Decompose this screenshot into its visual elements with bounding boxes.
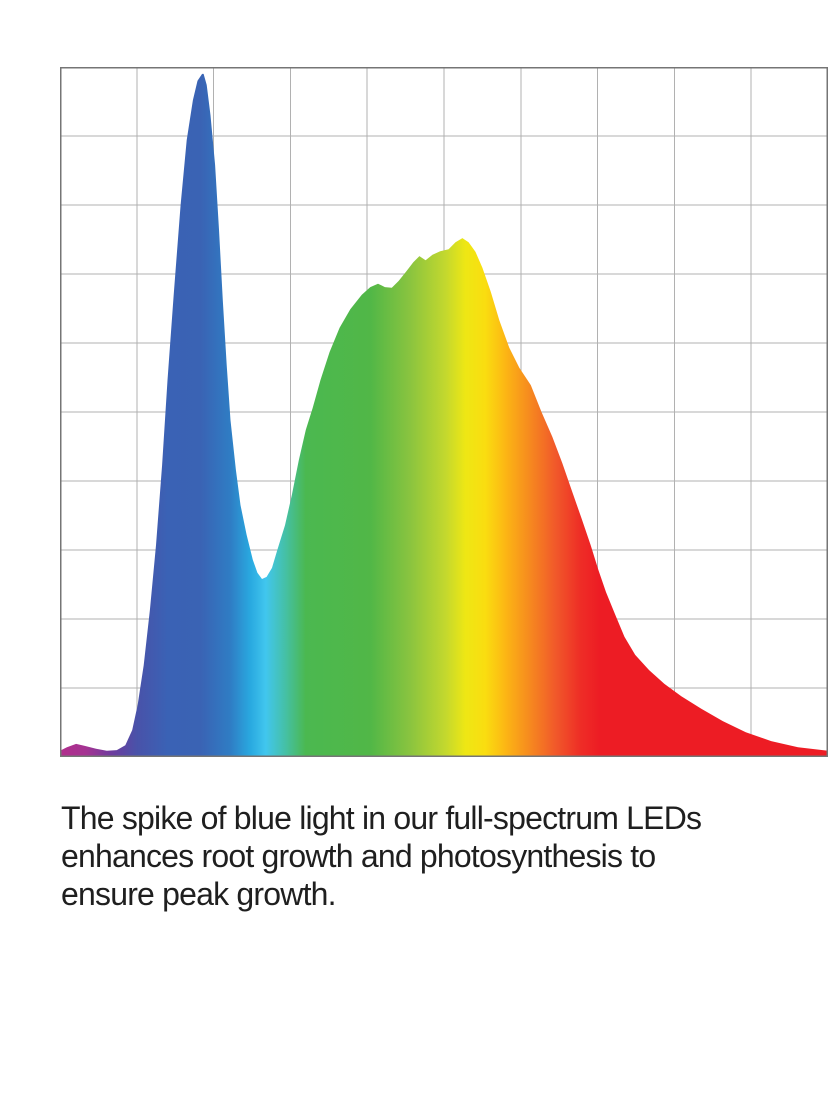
caption-line-3: ensure peak growth. bbox=[61, 876, 337, 912]
caption-line-2: enhances root growth and photosynthesis … bbox=[61, 838, 656, 874]
led-spectrum-chart bbox=[60, 67, 828, 757]
spectrum-figure bbox=[60, 67, 828, 757]
caption-line-1: The spike of blue light in our full-spec… bbox=[61, 800, 702, 836]
figure-caption: The spike of blue light in our full-spec… bbox=[61, 799, 801, 913]
